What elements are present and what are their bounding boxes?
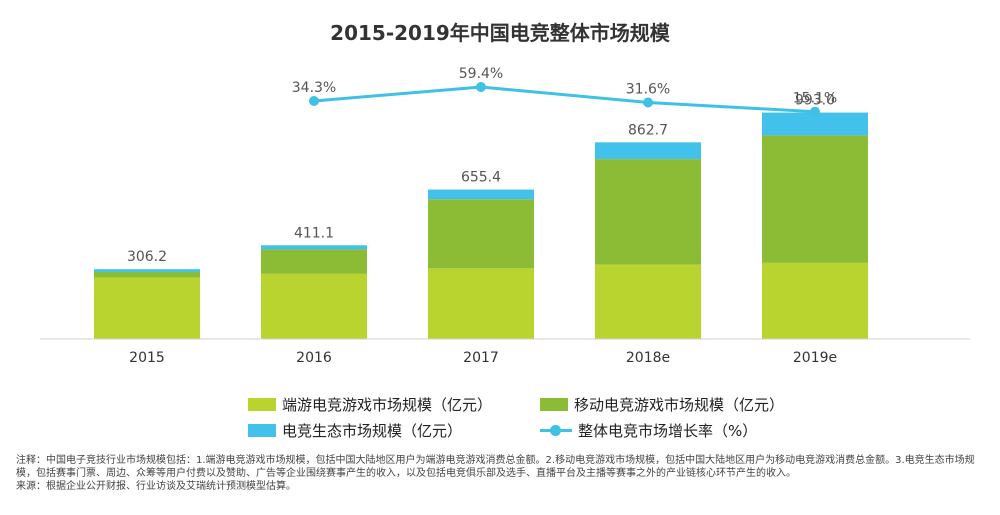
total-label-2017: 655.4 [461, 170, 501, 186]
chart-title: 2015-2019年中国电竞整体市场规模 [330, 21, 671, 45]
legend-item-growth-rate: 整体电竞市场增长率（%） [540, 420, 757, 441]
note-text: 注释：中国电子竞技行业市场规模包括：1.端游电竞游戏市场规模，包括中国大陆地区用… [16, 455, 975, 479]
bar-segment-2016-s0 [261, 273, 367, 339]
x-tick-label-2018e: 2018e [626, 350, 670, 366]
x-tick-label-2017: 2017 [463, 350, 499, 366]
total-label-2018e: 862.7 [628, 122, 668, 138]
bar-segment-2017-s0 [428, 268, 534, 339]
market-size-chart: 2015-2019年中国电竞整体市场规模 306.2 411.1 655.4 862.… [40, 21, 970, 366]
stacked-bars: 306.2 411.1 655.4 862.7 993.0 [94, 93, 868, 339]
growth-label-2017: 59.4% [459, 66, 503, 82]
bar-segment-2015-s0 [94, 277, 200, 339]
bar-segment-2018e-s0 [595, 264, 701, 339]
bar-segment-2018e-s2 [595, 142, 701, 160]
growth-rate-polyline [313, 85, 816, 114]
growth-point-2017 [476, 82, 486, 92]
bar-segment-2015-s1 [94, 271, 200, 278]
legend-label-growth-rate: 整体电竞市场增长率（%） [578, 422, 758, 440]
total-label-2015: 306.2 [127, 249, 167, 265]
legend-label-pc-esports: 端游电竞游戏市场规模（亿元） [282, 396, 493, 414]
chart-notes: 注释：中国电子竞技行业市场规模包括：1.端游电竞游戏市场规模，包括中国大陆地区用… [16, 454, 982, 493]
total-label-2019e: 993.0 [795, 93, 835, 109]
chart-legend: 端游电竞游戏市场规模（亿元） 移动电竞游戏市场规模（亿元） 电竞生态市场规模（亿… [0, 388, 1000, 448]
legend-item-mobile-esports: 移动电竞游戏市场规模（亿元） [540, 394, 784, 415]
legend-item-ecosystem: 电竞生态市场规模（亿元） [248, 420, 462, 441]
total-label-2016: 411.1 [294, 225, 334, 241]
bar-segment-2019e-s2 [762, 112, 868, 136]
growth-label-2018e: 31.6% [626, 82, 670, 98]
legend-line-growth-rate [540, 424, 572, 437]
bar-segment-2018e-s1 [595, 159, 701, 265]
bar-segment-2017-s1 [428, 199, 534, 269]
growth-label-2019e: 15.1% [793, 91, 837, 107]
source-text: 来源：根据企业公开财报、行业访谈及艾瑞统计预测模型估算。 [16, 481, 296, 492]
legend-label-mobile-esports: 移动电竞游戏市场规模（亿元） [574, 396, 785, 414]
growth-point-2016 [309, 96, 319, 106]
bar-segment-2019e-s0 [762, 262, 868, 339]
bar-segment-2016-s1 [261, 249, 367, 274]
growth-point-2019e [810, 106, 820, 117]
bar-segment-2015-s2 [94, 269, 200, 272]
x-tick-label-2015: 2015 [129, 350, 165, 366]
bar-segment-2019e-s1 [762, 135, 868, 263]
legend-swatch-pc-esports [248, 398, 276, 411]
bar-segment-2016-s2 [261, 245, 367, 250]
x-tick-label-2016: 2016 [296, 350, 332, 366]
x-axis-tick-labels: 2015 2016 2017 2018e 2019e [129, 350, 837, 366]
legend-swatch-ecosystem [248, 424, 276, 437]
legend-label-ecosystem: 电竞生态市场规模（亿元） [282, 422, 463, 440]
growth-label-2016: 34.3% [292, 80, 336, 96]
growth-point-2018e [643, 97, 653, 108]
legend-swatch-mobile-esports [540, 398, 568, 411]
x-tick-label-2019e: 2019e [793, 350, 837, 366]
bar-segment-2017-s2 [428, 189, 534, 200]
legend-item-pc-esports: 端游电竞游戏市场规模（亿元） [248, 394, 492, 415]
growth-rate-line: 34.3% 59.4% 31.6% 15.1% [292, 66, 837, 117]
